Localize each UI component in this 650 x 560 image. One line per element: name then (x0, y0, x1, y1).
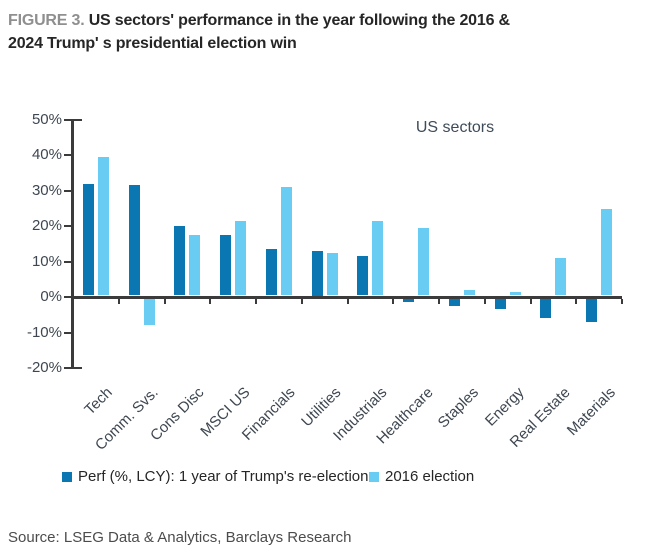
legend-label: 2016 election (385, 468, 475, 485)
legend-label: Perf (%, LCY): 1 year of Trump's re-elec… (78, 468, 369, 485)
x-axis-tick (72, 298, 74, 304)
x-axis-tick (483, 298, 486, 304)
bar-financials-2016 (280, 187, 292, 296)
y-axis-tick-label: 40% (31, 146, 62, 163)
bar-energy-2016 (509, 291, 521, 296)
bar-cons-disc-reelection (174, 226, 186, 296)
figure-title: FIGURE 3. US sectors' performance in the… (8, 9, 623, 55)
y-axis-line (71, 118, 74, 369)
x-axis-category-label: Materials (564, 384, 620, 440)
x-axis-category-label: Staples (434, 384, 482, 432)
bar-msci-us-reelection (220, 235, 232, 296)
bar-energy-reelection (494, 298, 506, 310)
y-axis-tick-label: -10% (26, 323, 62, 341)
bar-industrials-reelection (357, 256, 369, 296)
bar-staples-2016 (463, 290, 475, 296)
y-axis-tick-label: 30% (31, 181, 62, 199)
y-axis-tick (64, 367, 73, 369)
x-axis-tick (255, 298, 257, 304)
x-axis-tick (621, 298, 623, 304)
x-axis-tick (438, 298, 440, 304)
y-axis-tick (64, 331, 73, 334)
x-axis-tick (529, 298, 532, 304)
x-axis-tick (346, 298, 349, 304)
legend-item: 2016 election (369, 468, 474, 486)
y-axis-tick-label: 0% (40, 288, 62, 305)
y-axis-tick (64, 260, 73, 263)
figure-number-label: FIGURE 3. (8, 12, 85, 29)
x-axis-tick (392, 298, 395, 304)
chart-annotation: US sectors (415, 119, 495, 136)
x-axis-tick (575, 298, 578, 304)
bar-healthcare-reelection (403, 298, 415, 303)
bar-materials-2016 (601, 208, 613, 296)
bar-real-estate-2016 (555, 258, 567, 296)
source-note: Source: LSEG Data & Analytics, Barclays … (8, 529, 352, 546)
bar-cons-disc-2016 (189, 235, 201, 296)
bar-tech-2016 (97, 157, 109, 296)
y-axis-top-cap (71, 118, 82, 121)
bar-utilities-2016 (326, 252, 338, 296)
y-axis-tick (64, 154, 73, 156)
bar-real-estate-reelection (540, 298, 552, 319)
y-axis-tick-label: 10% (31, 252, 62, 270)
x-axis-category-label: Tech (81, 384, 116, 419)
y-axis-tick (64, 225, 73, 227)
legend-swatch (369, 472, 379, 482)
bar-staples-reelection (448, 298, 460, 306)
bar-utilities-reelection (311, 251, 323, 296)
x-axis-tick (209, 298, 212, 304)
figure-title-line1: US sectors' performance in the year foll… (88, 12, 510, 29)
y-axis-tick-label: 50% (31, 110, 62, 128)
bar-financials-reelection (265, 249, 277, 296)
y-axis-bottom-cap (71, 366, 82, 369)
y-axis-tick (64, 296, 73, 298)
legend-swatch (62, 472, 72, 482)
bar-materials-reelection (586, 298, 598, 322)
x-axis-tick (163, 298, 166, 304)
x-axis-line (71, 295, 622, 299)
y-axis-tick-label: -20% (26, 359, 62, 376)
bar-msci-us-2016 (235, 220, 247, 296)
bar-healthcare-2016 (418, 228, 430, 296)
x-axis-tick (117, 298, 120, 304)
y-axis-tick (64, 189, 73, 192)
y-axis-tick (64, 118, 73, 121)
y-axis-tick-label: 20% (31, 217, 62, 234)
legend-item: Perf (%, LCY): 1 year of Trump's re-elec… (62, 468, 368, 486)
x-axis-tick (300, 298, 303, 304)
bar-comm-svs--reelection (128, 185, 140, 296)
bar-comm-svs--2016 (143, 298, 155, 326)
bar-industrials-2016 (372, 220, 384, 296)
figure-title-line2: 2024 Trump' s presidential election win (8, 35, 297, 52)
bar-tech-reelection (82, 183, 94, 296)
